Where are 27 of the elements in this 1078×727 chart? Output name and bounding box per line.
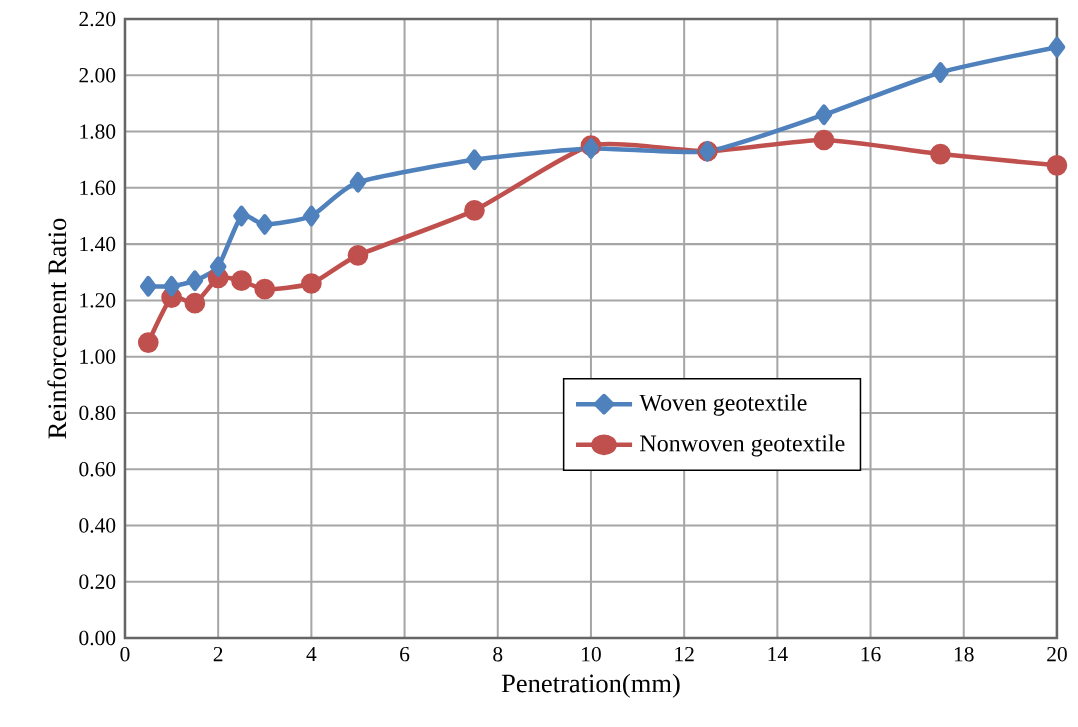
x-tick-label: 12 <box>675 646 694 662</box>
y-tick-label: 0.00 <box>79 630 116 646</box>
y-tick-label: 1.00 <box>80 349 116 364</box>
x-tick-label: 6 <box>400 646 410 662</box>
legend-label: Nonwoven geotextile <box>640 434 845 457</box>
y-tick-label: 2.20 <box>79 11 116 27</box>
y-tick-label: 1.20 <box>80 293 116 308</box>
x-tick-label: 2 <box>213 646 223 662</box>
y-tick-label: 1.80 <box>80 124 116 139</box>
y-tick-label: 0.20 <box>79 574 116 590</box>
x-tick-label: 18 <box>954 646 974 662</box>
y-tick-label: 1.40 <box>80 236 116 252</box>
x-tick-label: 8 <box>493 646 503 662</box>
y-tick-label: 2.00 <box>79 68 116 83</box>
x-tick-label: 4 <box>306 646 317 662</box>
x-tick-label: 10 <box>582 646 601 662</box>
y-tick-label: 0.80 <box>79 405 116 421</box>
x-tick-label: 0 <box>120 646 130 662</box>
x-tick-label: 14 <box>768 646 788 662</box>
x-tick-label: 20 <box>1047 646 1067 662</box>
y-tick-label: 0.60 <box>79 461 116 477</box>
y-tick-label: 1.60 <box>80 180 116 196</box>
x-axis-title: Penetration(mm) <box>501 673 680 698</box>
legend-label: Woven geotextile <box>639 393 807 416</box>
y-axis-title: Reinforcement Ratio <box>47 218 67 439</box>
y-tick-label: 0.40 <box>79 518 116 533</box>
x-tick-label: 16 <box>861 646 881 662</box>
